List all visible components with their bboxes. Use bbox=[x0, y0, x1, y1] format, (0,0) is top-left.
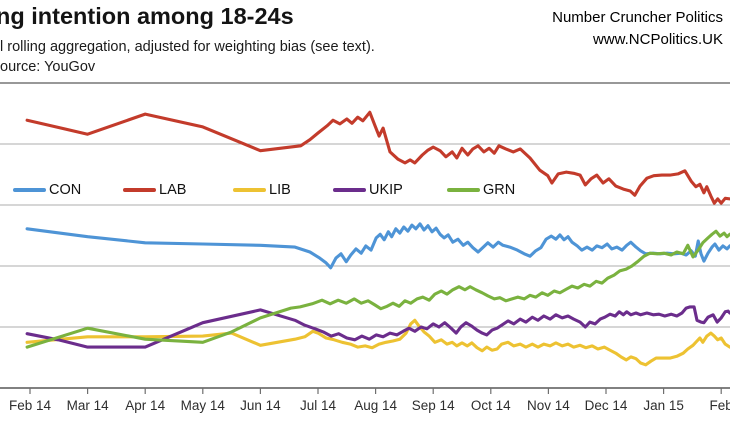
x-axis-label-dec-14: Dec 14 bbox=[584, 398, 628, 413]
legend-item-con: CON bbox=[13, 181, 81, 199]
legend-swatch-lab bbox=[123, 188, 156, 192]
legend-label-grn: GRN bbox=[483, 182, 516, 198]
x-axis-label-sep-14: Sep 14 bbox=[411, 398, 455, 413]
series-line-grn bbox=[25, 229, 730, 349]
chart-source-note: ource: YouGov bbox=[0, 59, 96, 75]
x-axis-label-jun-14: Jun 14 bbox=[240, 398, 281, 413]
legend-label-lib: LIB bbox=[269, 182, 291, 198]
series-line-lab bbox=[25, 110, 730, 205]
legend-label-con: CON bbox=[49, 182, 82, 198]
brand-name: Number Cruncher Politics bbox=[552, 9, 723, 26]
x-axis-label-mar-14: Mar 14 bbox=[66, 398, 109, 413]
brand-block: Number Cruncher Politics www.NCPolitics.… bbox=[552, 7, 723, 51]
x-axis-label-may-14: May 14 bbox=[180, 398, 225, 413]
x-axis-label-apr-14: Apr 14 bbox=[125, 398, 166, 413]
legend-label-lab: LAB bbox=[159, 182, 187, 198]
x-axis-label-nov-14: Nov 14 bbox=[527, 398, 570, 413]
legend-swatch-grn bbox=[447, 188, 480, 192]
x-axis-label-feb-14: Feb 14 bbox=[8, 398, 52, 413]
chart-title: ng intention among 18-24s bbox=[0, 3, 294, 29]
legend-swatch-ukip bbox=[333, 188, 366, 192]
x-axis-label-jul-14: Jul 14 bbox=[299, 398, 337, 413]
legend-item-grn: GRN bbox=[447, 181, 515, 199]
legend-item-ukip: UKIP bbox=[333, 181, 403, 199]
legend-label-ukip: UKIP bbox=[369, 182, 403, 198]
series-line-lib bbox=[25, 318, 730, 367]
x-axis-label-aug-14: Aug 14 bbox=[354, 398, 397, 413]
legend-item-lib: LIB bbox=[233, 181, 291, 199]
series-line-ukip bbox=[25, 305, 730, 349]
x-axis-label-feb: Feb bbox=[709, 398, 730, 413]
legend-swatch-con bbox=[13, 188, 46, 192]
brand-url: www.NCPolitics.UK bbox=[592, 31, 723, 48]
legend-item-lab: LAB bbox=[123, 181, 186, 199]
legend-swatch-lib bbox=[233, 188, 266, 192]
x-axis-label-jan-15: Jan 15 bbox=[643, 398, 684, 413]
chart-subtitle: l rolling aggregation, adjusted for weig… bbox=[0, 39, 375, 55]
x-axis-label-oct-14: Oct 14 bbox=[470, 398, 511, 413]
series-line-con bbox=[25, 222, 730, 270]
